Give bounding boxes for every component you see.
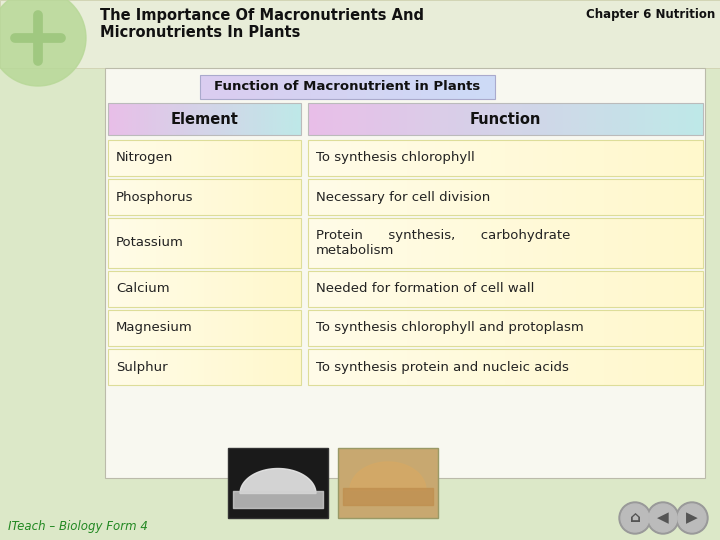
Text: Element: Element — [171, 111, 238, 126]
Text: Protein      synthesis,      carbohydrate
metabolism: Protein synthesis, carbohydrate metaboli… — [316, 229, 570, 257]
Bar — [308, 218, 703, 268]
Bar — [108, 179, 301, 215]
Bar — [308, 310, 703, 346]
Text: Phosphorus: Phosphorus — [116, 191, 194, 204]
Text: Sulphur: Sulphur — [116, 361, 168, 374]
Bar — [308, 349, 703, 385]
Circle shape — [649, 504, 677, 532]
Text: ◀: ◀ — [657, 510, 669, 525]
Text: Nitrogen: Nitrogen — [116, 152, 174, 165]
Bar — [108, 140, 301, 176]
FancyBboxPatch shape — [105, 68, 705, 478]
Bar — [308, 103, 703, 135]
Text: Calcium: Calcium — [116, 282, 170, 295]
Polygon shape — [240, 469, 316, 494]
Text: To synthesis chlorophyll: To synthesis chlorophyll — [316, 152, 474, 165]
Bar — [108, 310, 301, 346]
Bar — [308, 140, 703, 176]
Bar — [108, 103, 301, 135]
Bar — [108, 271, 301, 307]
Polygon shape — [350, 462, 426, 490]
Bar — [200, 75, 495, 99]
Text: Magnesium: Magnesium — [116, 321, 193, 334]
Circle shape — [647, 502, 679, 534]
Bar — [108, 349, 301, 385]
FancyBboxPatch shape — [0, 0, 720, 68]
Circle shape — [621, 504, 649, 532]
Text: Function: Function — [470, 111, 541, 126]
Bar — [308, 271, 703, 307]
FancyBboxPatch shape — [338, 448, 438, 518]
Text: ITeach – Biology Form 4: ITeach – Biology Form 4 — [8, 520, 148, 533]
Text: ⌂: ⌂ — [629, 510, 640, 525]
Text: Chapter 6 Nutrition: Chapter 6 Nutrition — [586, 8, 715, 21]
Text: To synthesis protein and nucleic acids: To synthesis protein and nucleic acids — [316, 361, 569, 374]
Circle shape — [676, 502, 708, 534]
Circle shape — [619, 502, 651, 534]
Text: To synthesis chlorophyll and protoplasm: To synthesis chlorophyll and protoplasm — [316, 321, 584, 334]
Text: Potassium: Potassium — [116, 237, 184, 249]
Text: Function of Macronutrient in Plants: Function of Macronutrient in Plants — [215, 80, 481, 93]
Text: ▶: ▶ — [686, 510, 698, 525]
Bar — [308, 179, 703, 215]
Bar — [108, 218, 301, 268]
Text: Necessary for cell division: Necessary for cell division — [316, 191, 490, 204]
FancyBboxPatch shape — [228, 448, 328, 518]
Text: The Importance Of Macronutrients And
Micronutrients In Plants: The Importance Of Macronutrients And Mic… — [100, 8, 424, 40]
Circle shape — [678, 504, 706, 532]
Circle shape — [0, 0, 86, 86]
Text: Needed for formation of cell wall: Needed for formation of cell wall — [316, 282, 534, 295]
